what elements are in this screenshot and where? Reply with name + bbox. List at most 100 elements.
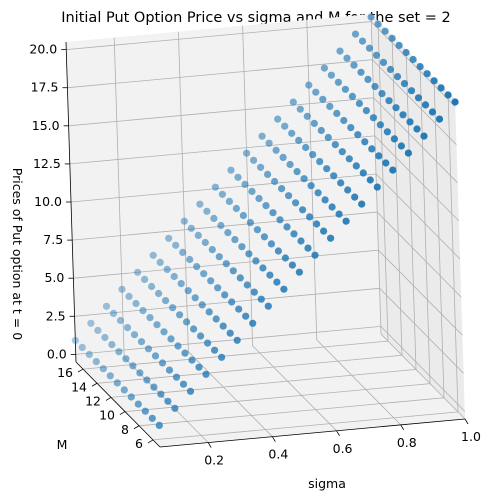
data-point	[165, 366, 174, 374]
data-point	[331, 141, 339, 149]
data-point	[245, 250, 253, 258]
data-point	[139, 307, 147, 315]
data-point	[151, 352, 160, 360]
data-point	[393, 73, 402, 81]
data-point	[296, 105, 304, 113]
data-point	[258, 132, 266, 140]
data-point	[241, 180, 249, 188]
data-point	[163, 265, 171, 273]
data-point	[180, 217, 188, 225]
data-point	[295, 268, 303, 276]
data-point	[250, 288, 258, 296]
data-point	[409, 55, 417, 64]
x-tick-mark	[272, 436, 276, 442]
data-point	[299, 206, 307, 214]
data-point	[451, 98, 459, 106]
data-point	[134, 400, 142, 408]
x-tick-mark	[336, 430, 340, 436]
data-point	[137, 338, 146, 346]
data-point	[179, 248, 187, 256]
data-point	[194, 231, 202, 239]
data-point	[179, 380, 188, 388]
data-point	[280, 285, 288, 293]
data-point	[337, 179, 345, 187]
data-point	[317, 126, 325, 135]
floor-pane	[76, 334, 465, 447]
data-point	[195, 363, 203, 371]
data-point	[186, 255, 194, 264]
data-point	[327, 71, 335, 79]
data-point	[312, 88, 320, 96]
data-point	[274, 115, 282, 123]
data-point	[218, 190, 226, 198]
data-point	[94, 326, 102, 334]
y-tick-mark	[77, 368, 84, 373]
data-point	[260, 233, 268, 241]
data-point	[153, 321, 161, 329]
data-point	[165, 234, 173, 242]
data-point	[170, 272, 178, 281]
data-point	[129, 362, 137, 370]
data-point	[141, 407, 149, 415]
data-point	[297, 237, 305, 245]
y-tick-label: 16	[57, 365, 73, 380]
data-point	[136, 369, 144, 377]
grid-line-y	[138, 77, 445, 427]
data-point	[155, 421, 163, 429]
data-point	[292, 199, 300, 207]
y-tick-mark	[105, 397, 112, 401]
data-point	[250, 156, 258, 164]
data-point	[288, 129, 296, 137]
data-point	[271, 177, 279, 186]
data-point	[215, 253, 223, 261]
data-point	[423, 70, 431, 78]
data-point	[274, 247, 282, 255]
data-point	[381, 27, 389, 35]
data-point	[414, 94, 423, 102]
x-tick-mark	[464, 418, 469, 425]
data-point	[130, 331, 139, 339]
data-point	[265, 139, 273, 147]
data-point	[311, 251, 319, 259]
data-point	[307, 182, 315, 190]
data-point	[289, 98, 297, 106]
data-point	[376, 121, 384, 129]
data-point	[343, 54, 351, 62]
data-point	[278, 185, 286, 193]
data-point	[320, 64, 328, 72]
grid-line-z	[70, 173, 461, 260]
data-point	[231, 236, 239, 244]
data-point	[385, 97, 393, 105]
data-point	[246, 219, 254, 227]
data-point	[286, 160, 294, 169]
x-tick-mark	[400, 424, 405, 431]
z-tick-label: 10.0	[34, 194, 62, 209]
data-point	[249, 319, 257, 327]
data-point	[167, 335, 175, 343]
y-tick-mark	[147, 439, 154, 444]
data-point	[421, 101, 430, 109]
data-point	[319, 95, 327, 103]
data-point	[279, 153, 287, 161]
data-point	[191, 294, 199, 302]
x-tick-label: 0.8	[397, 435, 417, 450]
data-point	[236, 274, 244, 282]
data-point	[269, 209, 277, 217]
data-point	[243, 281, 251, 289]
data-point	[351, 30, 360, 38]
x-tick-label: 0.2	[204, 453, 224, 468]
data-point	[416, 63, 424, 71]
data-point	[157, 390, 165, 398]
data-point	[118, 285, 126, 293]
grid-line-y	[124, 63, 431, 412]
y-tick-label: 10	[99, 408, 115, 423]
data-point	[378, 90, 386, 98]
data-point	[389, 166, 397, 174]
data-point	[221, 291, 229, 299]
data-point	[304, 244, 312, 252]
data-point	[335, 210, 343, 218]
data-point	[203, 207, 211, 215]
x-tick-label: 1.0	[461, 429, 481, 444]
data-point	[276, 216, 284, 224]
